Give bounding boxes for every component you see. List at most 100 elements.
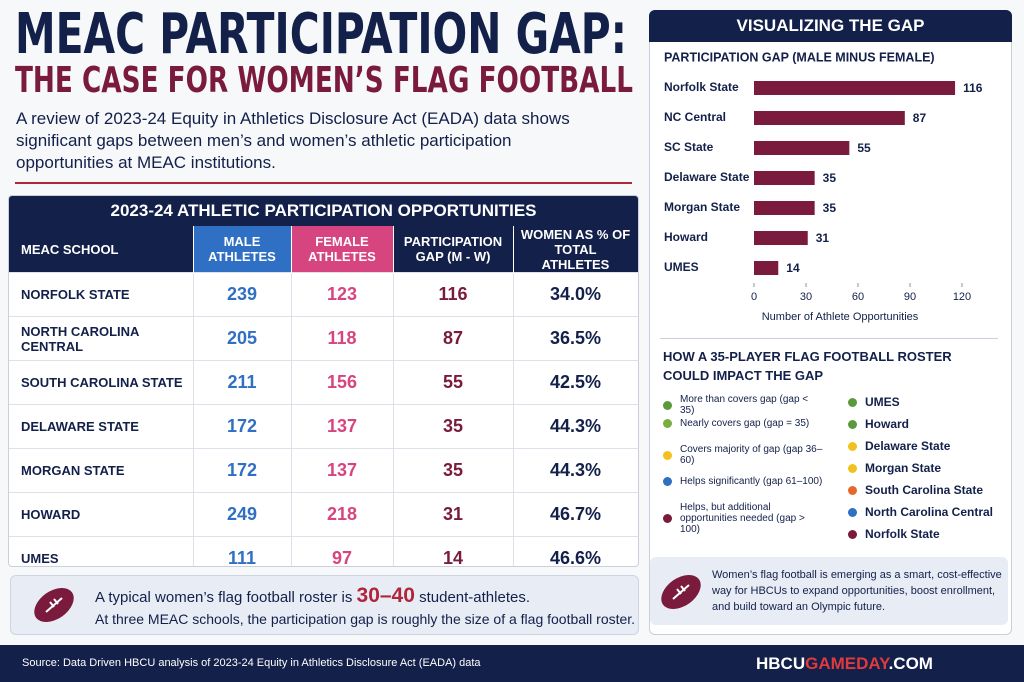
lace <box>676 588 682 595</box>
legend-dot <box>663 514 672 523</box>
cell: HOWARD <box>9 492 194 537</box>
school-item: Norfolk State <box>848 527 940 541</box>
school-name: UMES <box>865 395 900 409</box>
chart-title: PARTICIPATION GAP (MALE MINUS FEMALE) <box>664 50 935 64</box>
school-item: Howard <box>848 417 909 431</box>
callout: A typical women’s flag football roster i… <box>10 575 639 635</box>
cell: 31 <box>393 492 514 537</box>
legend-dot <box>663 450 672 460</box>
cell: 35 <box>393 448 514 493</box>
brand-part: GAMEDAY <box>805 654 889 673</box>
bar <box>754 171 815 185</box>
school-name: Norfolk State <box>865 527 940 541</box>
category-label: SC State <box>664 140 714 154</box>
lace <box>45 597 63 613</box>
cell: 116 <box>393 272 514 317</box>
value-label: 116 <box>963 81 983 95</box>
legend-dot <box>663 400 672 410</box>
legend-label: Helps significantly (gap 61–100) <box>680 476 823 487</box>
school-dot <box>848 507 857 517</box>
x-tick-label: 90 <box>904 291 916 303</box>
school-item: UMES <box>848 395 900 409</box>
football-icon <box>34 587 74 623</box>
legend-label: More than covers gap (gap < 35) <box>680 394 809 416</box>
row: MORGAN STATE 172 137 35 44.3% <box>9 448 638 493</box>
column-header: MEAC SCHOOL <box>9 226 194 273</box>
cell: 55 <box>393 360 514 405</box>
cell: 44.3% <box>513 404 638 449</box>
bar-chart: PARTICIPATION GAP (MALE MINUS FEMALE) Nu… <box>664 50 983 323</box>
cell: 137 <box>291 404 394 449</box>
lace <box>53 598 59 605</box>
row: HOWARD 249 218 31 46.7% <box>9 492 638 537</box>
cell: NORTH CAROLINA CENTRAL <box>9 316 194 361</box>
category-label: Howard <box>664 230 708 244</box>
category-label: Delaware State <box>664 170 750 184</box>
legend-label: Helps, but additional opportunities need… <box>680 502 805 535</box>
legend-dot <box>663 477 672 486</box>
cell: 211 <box>193 360 292 405</box>
school-dot <box>848 463 857 473</box>
cell: 42.5% <box>513 360 638 405</box>
cell: 249 <box>193 492 292 537</box>
x-tick-label: 30 <box>800 291 812 303</box>
cell: UMES <box>9 536 194 566</box>
cell: 35 <box>393 404 514 449</box>
category-label: UMES <box>664 260 699 274</box>
value-label: 35 <box>823 171 837 185</box>
cell: 156 <box>291 360 394 405</box>
brand-part: .COM <box>888 654 933 673</box>
row: UMES 111 97 14 46.6% <box>9 536 638 566</box>
category-label: Norfolk State <box>664 80 739 94</box>
legend-label: Nearly covers gap (gap = 35) <box>680 418 810 429</box>
legend-item: More than covers gap (gap < 35) <box>663 394 823 416</box>
callout-highlight: 30–40 <box>356 584 415 607</box>
brand: HBCUGAMEDAY.COM <box>756 654 933 674</box>
school-dot <box>848 419 857 429</box>
impact-title: HOW A 35-PLAYER FLAG FOOTBALL ROSTER COU… <box>663 349 952 383</box>
cell: 87 <box>393 316 514 361</box>
legend-label: Covers majority of gap (gap 36–60) <box>680 444 823 466</box>
column-header: PARTICIPATION GAP (M - W) <box>393 226 514 273</box>
legend-item: Helps, but additional opportunities need… <box>663 502 823 535</box>
title: MEAC PARTICIPATION GAP: <box>15 2 627 67</box>
column-header: MALE ATHLETES <box>193 226 292 273</box>
school-name: North Carolina Central <box>865 505 994 519</box>
category-label: Morgan State <box>664 200 740 214</box>
school-dot <box>848 397 857 407</box>
legend-item: Nearly covers gap (gap = 35) <box>663 418 823 429</box>
school-item: Morgan State <box>848 461 941 475</box>
school-name: Morgan State <box>865 461 942 475</box>
callout-text: A typical women’s flag football roster i… <box>95 589 353 606</box>
cell: SOUTH CAROLINA STATE <box>9 360 194 405</box>
cell: 118 <box>291 316 394 361</box>
x-tick-label: 0 <box>751 291 757 303</box>
cell: 97 <box>291 536 394 566</box>
cell: 111 <box>193 536 292 566</box>
header-row: MEAC SCHOOL MALE ATHLETES FEMALE ATHLETES P… <box>9 226 638 273</box>
note: Women’s flag football is emerging as a s… <box>712 569 1002 613</box>
cell: 172 <box>193 404 292 449</box>
brand-part: HBCU <box>756 654 806 673</box>
x-axis-label: Number of Athlete Opportunities <box>762 311 919 323</box>
cell: 205 <box>193 316 292 361</box>
cell: NORFOLK STATE <box>9 272 194 317</box>
legend-item: Covers majority of gap (gap 36–60) <box>663 444 823 466</box>
school-name: South Carolina State <box>865 483 984 497</box>
data-table: MEAC SCHOOL MALE ATHLETES FEMALE ATHLETES P… <box>9 226 638 566</box>
school-item: North Carolina Central <box>848 505 993 519</box>
x-tick-label: 120 <box>953 291 971 303</box>
callout-text: student-athletes. <box>419 589 530 606</box>
cell: 46.6% <box>513 536 638 566</box>
bar <box>754 81 956 95</box>
school-dot <box>848 529 857 539</box>
legend-dot <box>663 419 672 428</box>
note-box: Women’s flag football is emerging as a s… <box>650 557 1008 625</box>
cell: 239 <box>193 272 292 317</box>
value-label: 87 <box>913 111 927 125</box>
callout-line2: At three MEAC schools, the participation… <box>95 611 636 627</box>
school-dot <box>848 485 857 495</box>
school-dot <box>848 441 857 451</box>
divider <box>15 182 632 184</box>
